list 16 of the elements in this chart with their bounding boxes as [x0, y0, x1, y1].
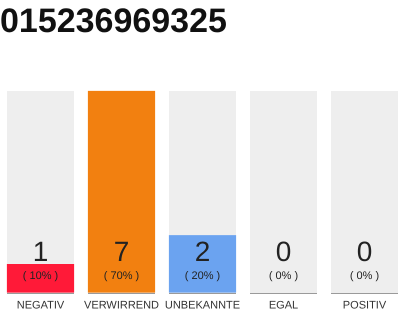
- x-tick-label: POSITIV: [342, 299, 387, 312]
- annotation: ( 0% ): [350, 270, 380, 282]
- x-tick-label: EGAL: [268, 299, 298, 312]
- annotation: ( 70% ): [104, 270, 140, 282]
- x-tick-label: NEGATIV: [16, 299, 65, 312]
- x-tick-label: UNBEKANNTE: [164, 299, 240, 312]
- data-label: 1: [32, 236, 48, 267]
- data-label: 0: [356, 236, 372, 267]
- annotation: ( 20% ): [184, 270, 220, 282]
- annotation: ( 10% ): [22, 270, 58, 282]
- chart-title: 015236969325: [0, 2, 227, 40]
- data-label: 0: [276, 236, 292, 267]
- x-tick-label: VERWIRREND: [84, 299, 160, 312]
- data-label: 7: [114, 236, 130, 267]
- annotation: ( 0% ): [268, 270, 298, 282]
- data-label: 2: [194, 236, 210, 267]
